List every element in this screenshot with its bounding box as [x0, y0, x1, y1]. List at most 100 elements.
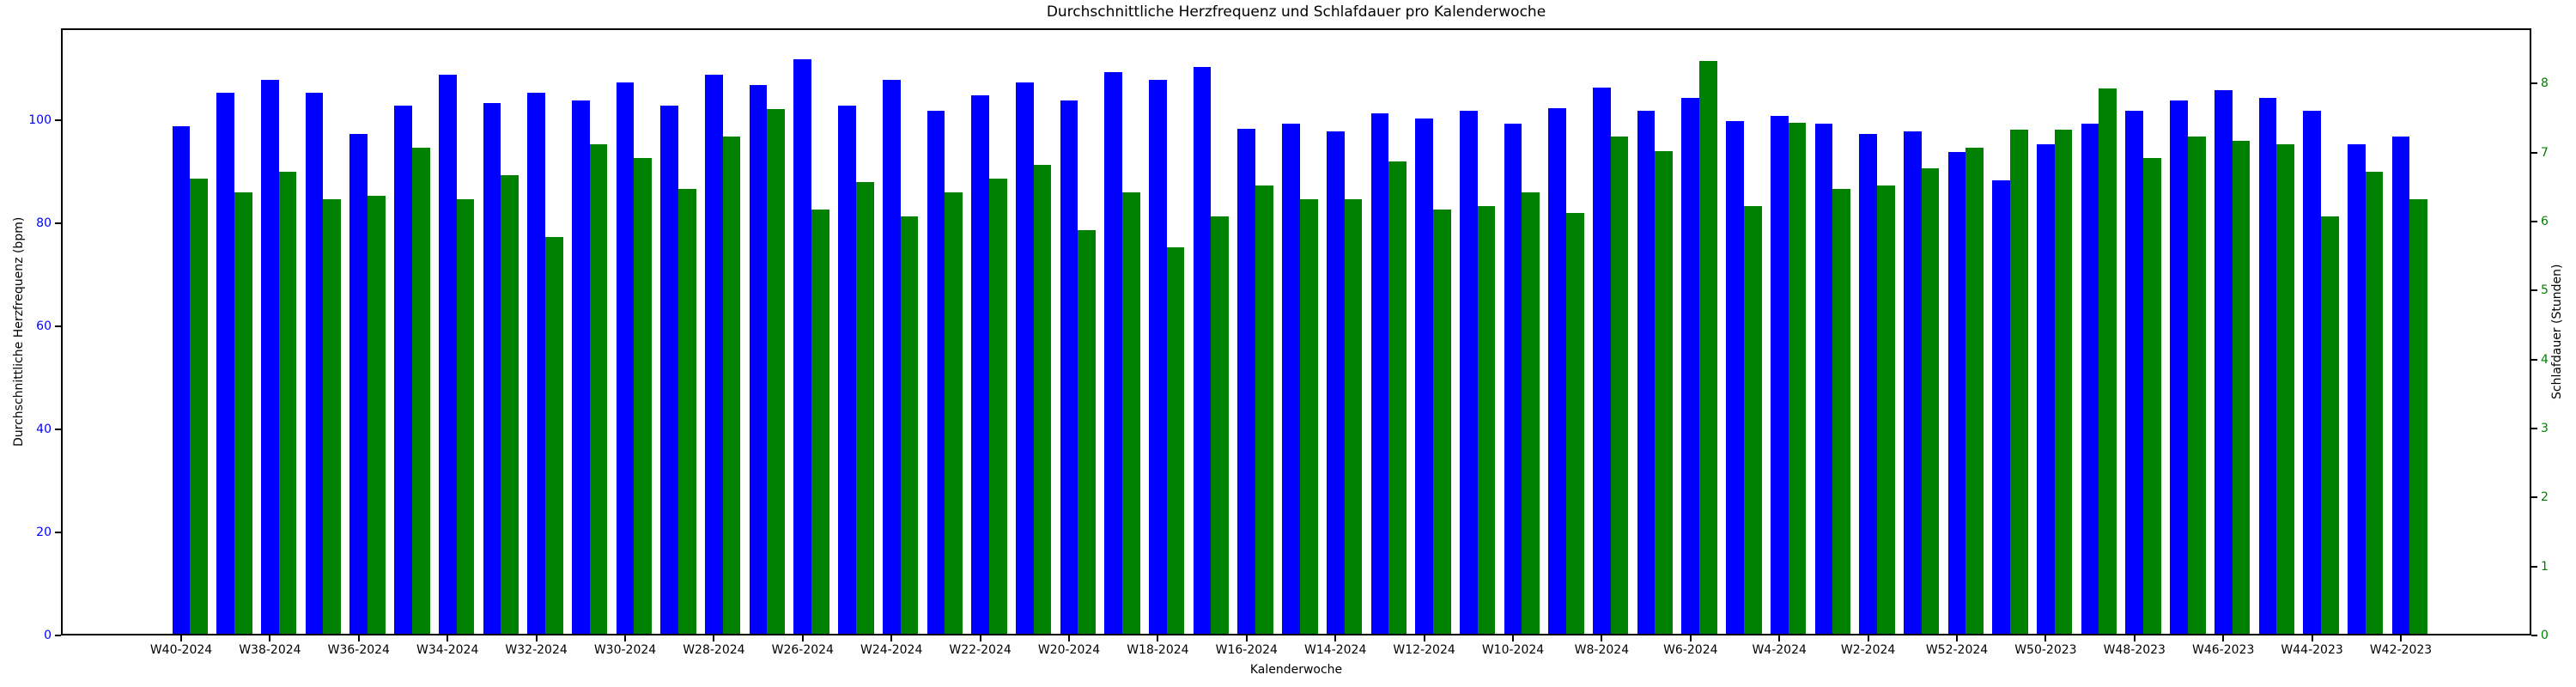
y-tick-mark-right [2531, 220, 2537, 222]
bar-heartrate [2214, 90, 2233, 634]
x-tick-label: W24-2024 [860, 643, 923, 657]
bar-sleep [1566, 212, 1584, 634]
y-tick-mark-right [2531, 427, 2537, 429]
bar-sleep [678, 188, 696, 634]
bar-sleep [1788, 123, 1807, 634]
bar-heartrate [660, 106, 679, 634]
bar-sleep [1655, 150, 1674, 634]
bar-heartrate [172, 126, 191, 634]
bar-sleep [1477, 205, 1496, 634]
x-tick-mark [2044, 635, 2047, 641]
bar-sleep [2365, 171, 2384, 634]
bar-heartrate [1370, 113, 1389, 634]
x-tick-mark [2222, 635, 2225, 641]
bar-sleep [456, 198, 475, 634]
bar-heartrate [705, 75, 723, 634]
bar-heartrate [216, 93, 235, 634]
x-tick-mark [180, 635, 182, 641]
bar-heartrate [1326, 131, 1345, 634]
bar-sleep [634, 157, 653, 634]
bar-heartrate [838, 106, 856, 634]
x-tick-label: W10-2024 [1481, 643, 1545, 657]
x-tick-mark [624, 635, 626, 641]
y-tick-mark-right [2531, 635, 2537, 636]
chart-title: Durchschnittliche Herzfrequenz und Schla… [1046, 3, 1546, 21]
bar-sleep [988, 178, 1007, 634]
x-tick-mark [890, 635, 893, 641]
bar-sleep [1699, 61, 1717, 634]
x-tick-mark [1245, 635, 1248, 641]
y-tick-label-right: 2 [2541, 490, 2549, 505]
bar-heartrate [882, 80, 901, 634]
bar-heartrate [1726, 121, 1744, 634]
y-tick-mark-right [2531, 82, 2537, 85]
x-tick-mark [1068, 635, 1070, 641]
bar-sleep [855, 181, 874, 634]
y-tick-label-right: 7 [2541, 145, 2549, 160]
x-tick-mark [2133, 635, 2136, 641]
bar-heartrate [1992, 180, 2011, 634]
y-tick-label-left: 40 [36, 423, 52, 436]
x-tick-label: W26-2024 [771, 643, 834, 657]
bar-heartrate [1903, 131, 1922, 634]
x-tick-mark [1157, 635, 1159, 641]
y-tick-mark-right [2531, 151, 2537, 154]
x-tick-mark [1512, 635, 1514, 641]
bar-sleep [1033, 164, 1052, 634]
x-tick-label: W14-2024 [1304, 643, 1367, 657]
bar-heartrate [2125, 111, 2144, 634]
x-tick-mark [1601, 635, 1603, 641]
bar-heartrate [1770, 116, 1789, 634]
x-tick-label: W48-2023 [2103, 643, 2166, 657]
x-tick-mark [269, 635, 271, 641]
x-tick-label: W46-2023 [2192, 643, 2255, 657]
x-tick-mark [535, 635, 538, 641]
y-tick-label-right: 3 [2541, 421, 2549, 435]
x-tick-mark [1956, 635, 1958, 641]
bar-sleep [589, 143, 608, 634]
bar-sleep [2276, 143, 2294, 634]
y-tick-label-right: 6 [2541, 214, 2549, 228]
bar-sleep [1921, 167, 1940, 634]
bar-heartrate [1104, 72, 1123, 634]
bar-sleep [945, 192, 963, 634]
x-tick-label: W44-2023 [2281, 643, 2343, 657]
x-tick-label: W34-2024 [416, 643, 479, 657]
bar-heartrate [971, 95, 989, 634]
bar-heartrate [1637, 111, 1656, 634]
bar-sleep [278, 171, 297, 634]
bar-heartrate [2170, 100, 2188, 634]
bar-sleep [1078, 229, 1097, 634]
bar-heartrate [1237, 129, 1256, 634]
bar-sleep [2320, 216, 2339, 634]
bar-sleep [2143, 157, 2161, 634]
bar-sleep [767, 109, 786, 634]
y-tick-label-left: 100 [28, 113, 52, 127]
bar-heartrate [438, 75, 457, 634]
x-tick-label: W20-2024 [1037, 643, 1101, 657]
x-tick-mark [1778, 635, 1781, 641]
y-tick-mark-left [55, 325, 61, 327]
bar-heartrate [1060, 100, 1078, 634]
bar-heartrate [349, 134, 368, 634]
y-tick-mark-right [2531, 496, 2537, 499]
x-tick-label: W28-2024 [683, 643, 745, 657]
bar-sleep [1166, 247, 1185, 634]
x-tick-mark [2400, 635, 2402, 641]
bar-sleep [1299, 198, 1318, 634]
bar-sleep [323, 198, 342, 634]
x-tick-mark [1334, 635, 1337, 641]
bar-sleep [501, 174, 519, 634]
x-tick-mark [801, 635, 804, 641]
y-tick-mark-left [55, 119, 61, 121]
y-tick-label-right: 1 [2541, 559, 2549, 574]
x-tick-mark [447, 635, 449, 641]
bar-sleep [1610, 137, 1629, 634]
bar-heartrate [1504, 124, 1522, 634]
bar-sleep [2409, 198, 2428, 634]
bar-heartrate [2037, 144, 2055, 634]
bar-heartrate [927, 111, 945, 634]
bar-heartrate [793, 59, 812, 634]
bar-sleep [1344, 198, 1363, 634]
